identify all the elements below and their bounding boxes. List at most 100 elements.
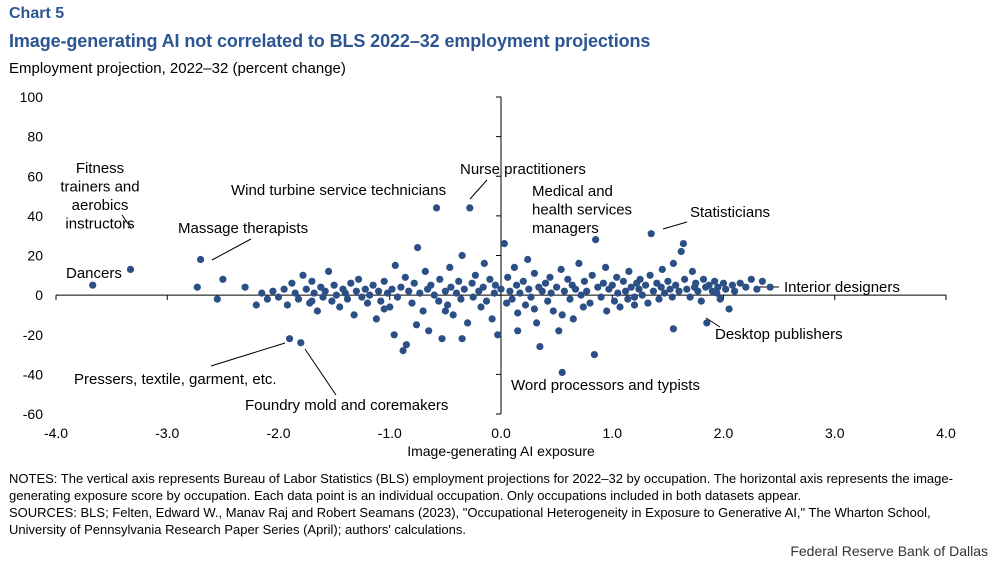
data-point bbox=[603, 307, 611, 315]
data-point bbox=[697, 297, 705, 305]
data-point bbox=[471, 271, 479, 279]
y-axis-title: Employment projection, 2022–32 (percent … bbox=[9, 60, 346, 77]
data-point bbox=[614, 289, 622, 297]
y-tick-label: 20 bbox=[27, 248, 43, 264]
notes: NOTES: The vertical axis represents Bure… bbox=[9, 470, 984, 538]
data-point bbox=[488, 315, 496, 323]
data-point bbox=[332, 291, 340, 299]
chart-title: Image-generating AI not correlated to BL… bbox=[9, 31, 651, 51]
data-point bbox=[508, 295, 516, 303]
data-point bbox=[610, 297, 619, 305]
data-point bbox=[126, 265, 135, 273]
data-point bbox=[703, 319, 711, 327]
data-point bbox=[597, 293, 605, 301]
data-point bbox=[241, 283, 249, 291]
data-point bbox=[89, 281, 97, 289]
data-point bbox=[699, 275, 708, 283]
x-tick-label: -1.0 bbox=[378, 425, 402, 441]
data-point bbox=[455, 277, 463, 285]
annotation-label: Fitness trainers and aerobics instructors bbox=[60, 160, 139, 233]
data-point bbox=[458, 251, 466, 260]
data-point bbox=[557, 265, 565, 273]
annotation-label: Word processors and typists bbox=[511, 377, 700, 394]
data-point bbox=[630, 301, 639, 309]
data-point bbox=[747, 275, 755, 283]
data-point bbox=[546, 273, 554, 281]
data-point bbox=[308, 297, 316, 305]
data-point bbox=[286, 335, 294, 343]
data-point bbox=[519, 277, 527, 285]
data-point bbox=[412, 321, 421, 329]
data-point bbox=[566, 295, 574, 303]
data-point bbox=[655, 295, 663, 303]
data-point bbox=[369, 281, 377, 289]
data-point bbox=[363, 299, 372, 307]
data-point bbox=[625, 267, 633, 275]
data-point bbox=[658, 265, 666, 273]
data-point bbox=[486, 275, 494, 283]
data-point bbox=[269, 287, 277, 295]
annotation-label: Statisticians bbox=[690, 204, 770, 221]
annotation-leader-line bbox=[304, 348, 337, 396]
y-tick-label: -40 bbox=[23, 366, 43, 382]
axes: 100 80 60 40 20 0 -20 -40 -60-4.0 -3.0 -2.0 -1.0 0.0… bbox=[20, 89, 956, 459]
data-point bbox=[449, 311, 457, 319]
data-point bbox=[375, 287, 383, 295]
data-point bbox=[580, 277, 589, 285]
data-point bbox=[313, 307, 321, 315]
data-point bbox=[299, 271, 307, 279]
data-point bbox=[399, 347, 407, 355]
notes-text: NOTES: The vertical axis represents Bure… bbox=[9, 471, 953, 503]
data-point bbox=[447, 283, 455, 291]
data-point bbox=[622, 287, 630, 295]
data-point bbox=[432, 204, 441, 212]
credit-line: Federal Reserve Bank of Dallas bbox=[790, 543, 988, 559]
y-tick-label: 80 bbox=[27, 129, 43, 145]
y-tick-label: -20 bbox=[23, 327, 43, 343]
data-point bbox=[372, 315, 380, 323]
data-point bbox=[586, 299, 594, 307]
data-point bbox=[380, 277, 388, 285]
data-point bbox=[347, 279, 355, 287]
data-point bbox=[541, 279, 550, 287]
data-point bbox=[675, 287, 683, 295]
annotation-leader-line bbox=[662, 221, 688, 230]
data-point bbox=[328, 297, 336, 305]
data-point bbox=[642, 281, 650, 289]
data-point bbox=[252, 301, 260, 309]
data-point bbox=[503, 299, 511, 307]
data-point bbox=[705, 281, 713, 289]
data-point bbox=[722, 285, 730, 293]
annotation-label: Nurse practitioners bbox=[460, 161, 586, 178]
data-point bbox=[558, 368, 566, 376]
data-point bbox=[525, 285, 533, 293]
data-point bbox=[414, 244, 422, 252]
data-point bbox=[441, 307, 449, 315]
data-point bbox=[599, 279, 608, 287]
y-tick-label: -60 bbox=[23, 406, 43, 422]
data-point bbox=[649, 287, 658, 295]
data-point bbox=[627, 283, 635, 291]
sources-text: SOURCES: BLS; Felten, Edward W., Manav R… bbox=[9, 505, 931, 537]
data-point bbox=[480, 259, 488, 267]
data-point bbox=[669, 259, 678, 267]
data-point bbox=[688, 267, 697, 275]
data-point bbox=[536, 343, 544, 351]
data-point bbox=[427, 281, 435, 289]
data-point bbox=[711, 277, 719, 285]
data-point bbox=[679, 240, 688, 248]
data-point bbox=[325, 267, 333, 275]
data-point bbox=[408, 299, 416, 307]
data-point bbox=[646, 271, 654, 279]
data-point bbox=[504, 273, 512, 281]
data-point bbox=[758, 277, 767, 285]
data-point bbox=[436, 275, 444, 283]
data-point bbox=[677, 247, 685, 256]
data-point bbox=[393, 293, 402, 301]
data-point bbox=[294, 295, 303, 303]
data-point bbox=[510, 263, 518, 271]
x-tick-label: 3.0 bbox=[825, 425, 845, 441]
data-point bbox=[613, 273, 621, 281]
data-point bbox=[513, 281, 521, 289]
data-point bbox=[669, 325, 678, 333]
